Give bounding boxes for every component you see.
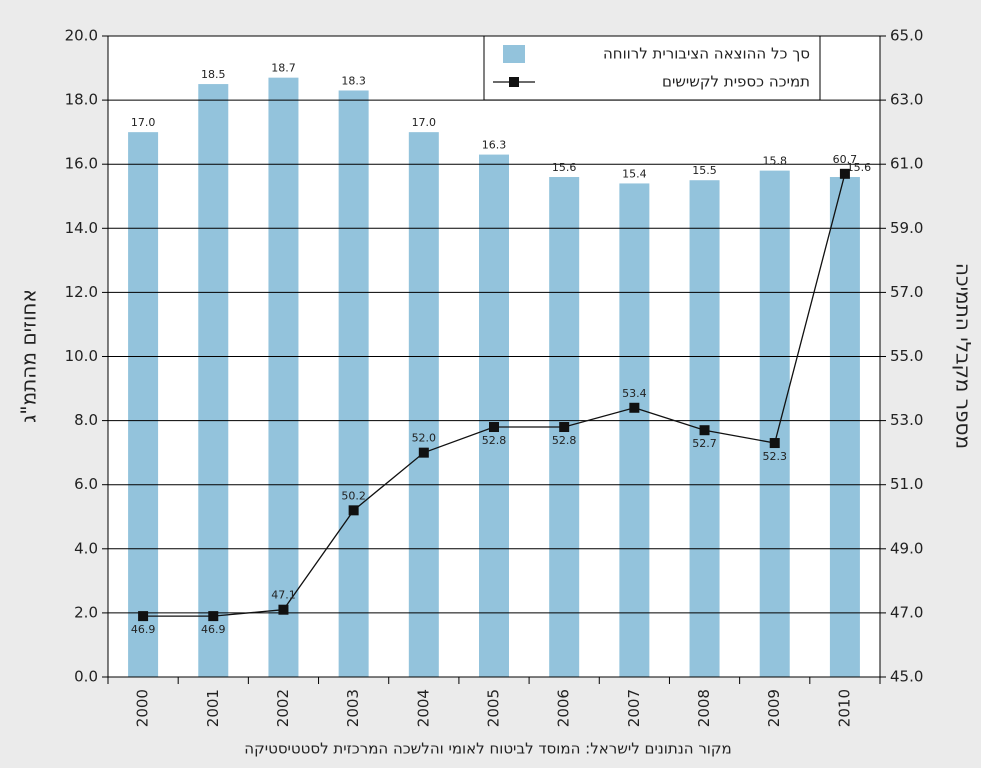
y2-tick-label: 47.0 bbox=[890, 603, 923, 621]
line-marker bbox=[629, 402, 640, 413]
y-tick-label: 10.0 bbox=[65, 347, 98, 365]
bar-value-label: 18.7 bbox=[271, 62, 296, 75]
bar-value-label: 17.0 bbox=[412, 116, 437, 129]
source-note: מקור הנתונים לישראל: המוסד לביטוח לאומי … bbox=[244, 740, 731, 758]
line-marker bbox=[839, 168, 850, 179]
line-marker bbox=[348, 505, 359, 516]
y2-tick-label: 51.0 bbox=[890, 475, 923, 493]
y2-tick-label: 63.0 bbox=[890, 91, 923, 109]
y2-tick-label: 59.0 bbox=[890, 219, 923, 237]
line-value-label: 50.2 bbox=[341, 489, 366, 502]
bar bbox=[479, 154, 509, 677]
x-tick-label: 2004 bbox=[414, 689, 432, 727]
bar bbox=[829, 177, 860, 677]
x-tick-label: 2006 bbox=[555, 689, 573, 727]
line-value-label: 52.0 bbox=[412, 432, 437, 445]
y2-tick-label: 45.0 bbox=[890, 668, 923, 686]
bar-value-label: 16.3 bbox=[482, 139, 507, 152]
bar bbox=[619, 183, 650, 677]
line-marker bbox=[699, 425, 710, 436]
bar-value-label: 15.4 bbox=[622, 167, 647, 180]
legend-swatch bbox=[503, 45, 525, 63]
y-tick-label: 14.0 bbox=[65, 219, 98, 237]
y2-tick-label: 61.0 bbox=[890, 155, 923, 173]
y2-tick-label: 65.0 bbox=[890, 27, 923, 45]
line-value-label: 47.1 bbox=[271, 589, 296, 602]
bar bbox=[759, 170, 790, 678]
y2-axis-label: מספר מקבלי התמיכה bbox=[952, 263, 976, 449]
y2-tick-label: 53.0 bbox=[890, 411, 923, 429]
y-tick-label: 0.0 bbox=[74, 668, 98, 686]
bar-value-label: 18.5 bbox=[201, 68, 226, 81]
x-tick-label: 2000 bbox=[134, 689, 152, 727]
line-marker bbox=[138, 611, 149, 622]
line-marker bbox=[489, 422, 499, 433]
x-tick-label: 2008 bbox=[695, 689, 713, 727]
legend-box bbox=[483, 35, 821, 101]
line-value-label: 53.4 bbox=[622, 387, 647, 400]
line-value-label: 52.8 bbox=[482, 434, 507, 447]
line-value-label: 60.7 bbox=[833, 153, 858, 166]
x-tick-label: 2005 bbox=[485, 689, 503, 727]
y-tick-label: 20.0 bbox=[65, 27, 98, 45]
legend-label: תמיכה כספית לקשישים bbox=[662, 73, 810, 91]
y-tick-label: 12.0 bbox=[65, 283, 98, 301]
bar bbox=[198, 84, 229, 677]
y-tick-label: 6.0 bbox=[74, 475, 98, 493]
x-tick-label: 2003 bbox=[344, 689, 362, 727]
x-tick-label: 2009 bbox=[765, 689, 783, 727]
y-tick-label: 18.0 bbox=[65, 91, 98, 109]
bar bbox=[338, 90, 369, 678]
line-value-label: 46.9 bbox=[201, 623, 226, 636]
x-tick-label: 2001 bbox=[204, 689, 222, 727]
legend-marker bbox=[509, 77, 519, 87]
bar bbox=[128, 132, 159, 677]
bar bbox=[268, 77, 299, 678]
y-tick-label: 4.0 bbox=[74, 539, 98, 557]
legend-label: סך כל ההוצאה הציבורית לרווחה bbox=[603, 45, 810, 63]
line-marker bbox=[278, 604, 289, 615]
line-value-label: 52.7 bbox=[692, 437, 717, 450]
line-value-label: 52.8 bbox=[552, 434, 577, 447]
y-tick-label: 2.0 bbox=[74, 603, 98, 621]
y2-tick-label: 55.0 bbox=[890, 347, 923, 365]
y2-tick-label: 49.0 bbox=[890, 539, 923, 557]
y-tick-label: 16.0 bbox=[65, 155, 98, 173]
bar-value-label: 15.8 bbox=[762, 155, 787, 168]
y-axis-label: אחוזים מהתמ"ג bbox=[17, 289, 41, 423]
x-tick-label: 2010 bbox=[835, 689, 853, 727]
line-marker bbox=[418, 447, 429, 458]
line-value-label: 52.3 bbox=[762, 450, 787, 463]
line-marker bbox=[769, 438, 780, 449]
bar-value-label: 18.3 bbox=[341, 74, 366, 87]
x-tick-label: 2007 bbox=[625, 689, 643, 727]
bar-value-label: 15.5 bbox=[692, 164, 717, 177]
line-value-label: 46.9 bbox=[131, 623, 156, 636]
x-tick-label: 2002 bbox=[274, 689, 292, 727]
bar-value-label: 15.6 bbox=[552, 161, 577, 174]
bar-value-label: 17.0 bbox=[131, 116, 156, 129]
bar-value-label: 15.6 bbox=[847, 161, 872, 174]
y2-tick-label: 57.0 bbox=[890, 283, 923, 301]
y-tick-label: 8.0 bbox=[74, 411, 98, 429]
line-marker bbox=[208, 611, 219, 622]
bar bbox=[408, 132, 439, 677]
line-marker bbox=[559, 422, 570, 433]
